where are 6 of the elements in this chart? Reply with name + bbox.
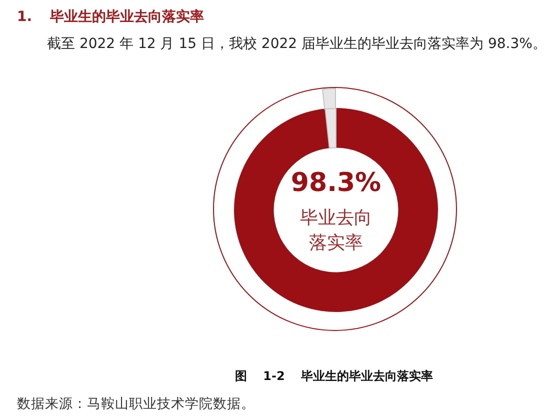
chart-subtitle: 截至 2022 年 12 月 15 日，我校 2022 届毕业生的毕业去向落实率为 98.3%。 [47, 35, 546, 53]
caption: 图 1-2 毕业生的毕业去向落实率 [234, 368, 434, 385]
slice-label: 毕业去向落实率 [300, 208, 372, 254]
text: 1. 毕业生的毕业去向落实率 [17, 8, 204, 26]
data-label: 98.3% [290, 168, 382, 198]
source-note: 数据来源：马鞍山职业技术学院数据。 [17, 395, 255, 413]
